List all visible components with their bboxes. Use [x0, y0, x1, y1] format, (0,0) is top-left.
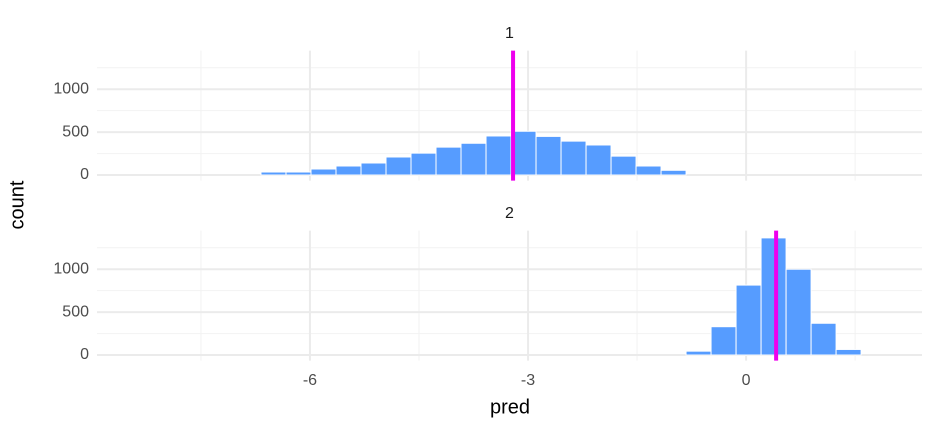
bar — [260, 171, 287, 176]
bar — [410, 152, 437, 176]
bar — [735, 284, 762, 356]
bar — [585, 144, 612, 176]
bar — [460, 142, 487, 176]
bar — [435, 146, 462, 176]
bar — [635, 165, 662, 176]
y-tick-label: 1000 — [53, 260, 89, 277]
bar — [560, 140, 587, 176]
bar — [835, 348, 862, 356]
bar — [810, 322, 837, 356]
y-axis-label: count — [6, 180, 28, 229]
bar — [785, 268, 812, 356]
bar — [660, 169, 687, 176]
bar — [335, 165, 362, 176]
facet-title: 1 — [505, 25, 514, 42]
y-tick-label: 0 — [80, 346, 89, 363]
bar — [360, 162, 387, 176]
facet-title: 2 — [505, 205, 514, 222]
bar — [535, 135, 562, 176]
x-tick-label: -3 — [521, 372, 535, 389]
bar — [760, 237, 787, 356]
bar — [310, 168, 337, 176]
y-tick-label: 500 — [62, 123, 89, 140]
y-tick-label: 1000 — [53, 80, 89, 97]
bar — [685, 350, 712, 356]
x-tick-label: 0 — [742, 372, 751, 389]
x-axis-label: pred — [490, 396, 530, 418]
bar — [710, 326, 737, 356]
bar — [285, 171, 312, 176]
y-tick-label: 0 — [80, 166, 89, 183]
x-tick-label: -6 — [303, 372, 317, 389]
bar — [610, 155, 637, 176]
y-tick-label: 500 — [62, 303, 89, 320]
bar — [385, 156, 412, 176]
bar — [485, 135, 512, 176]
